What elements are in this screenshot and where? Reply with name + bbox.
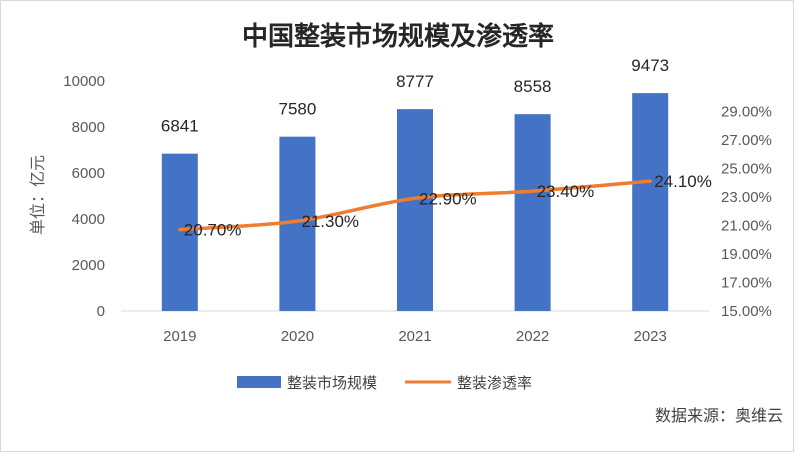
left-tick-label: 6000 bbox=[72, 165, 105, 182]
legend-swatch-bar bbox=[237, 376, 281, 388]
x-axis-ticks: 2019 2020 2021 2022 2023 bbox=[163, 328, 667, 345]
x-tick-label: 2023 bbox=[634, 328, 667, 345]
line-data-label: 23.40% bbox=[537, 182, 595, 201]
right-tick-label: 29.00% bbox=[721, 103, 772, 120]
left-tick-label: 0 bbox=[97, 303, 105, 320]
left-tick-label: 2000 bbox=[72, 257, 105, 274]
y-axis-label-group: 单位：亿元 bbox=[28, 155, 47, 235]
right-tick-label: 23.00% bbox=[721, 189, 772, 206]
bar bbox=[632, 93, 669, 311]
line-data-labels: 20.70% 21.30% 22.90% 23.40% 24.10% bbox=[184, 172, 712, 240]
line-data-label: 20.70% bbox=[184, 221, 242, 240]
x-tick-label: 2020 bbox=[281, 328, 314, 345]
right-tick-label: 25.00% bbox=[721, 160, 772, 177]
right-tick-label: 21.00% bbox=[721, 217, 772, 234]
legend-label-line: 整装渗透率 bbox=[457, 374, 532, 392]
x-tick-label: 2019 bbox=[163, 328, 196, 345]
right-tick-label: 27.00% bbox=[721, 132, 772, 149]
bar-data-label: 8558 bbox=[514, 77, 552, 96]
line-series bbox=[178, 179, 652, 232]
right-tick-label: 17.00% bbox=[721, 274, 772, 291]
left-tick-label: 8000 bbox=[72, 119, 105, 136]
left-tick-label: 4000 bbox=[72, 211, 105, 228]
bar-data-label: 7580 bbox=[278, 100, 316, 119]
left-axis-ticks: 0 2000 4000 6000 8000 10000 bbox=[63, 73, 105, 320]
line-data-label: 24.10% bbox=[654, 172, 712, 191]
bar bbox=[514, 114, 551, 311]
bar-data-label: 6841 bbox=[161, 117, 199, 136]
left-tick-label: 10000 bbox=[63, 73, 105, 90]
bar-series bbox=[161, 93, 669, 311]
bar bbox=[397, 109, 433, 311]
bar-data-labels: 6841 7580 8777 8558 9473 bbox=[161, 56, 669, 136]
source-note: 数据来源：奥维云 bbox=[655, 406, 783, 425]
bar bbox=[161, 153, 198, 311]
right-axis-ticks: 15.00% 17.00% 19.00% 21.00% 23.00% 25.00% 27.0… bbox=[721, 103, 772, 320]
penetration-line bbox=[178, 179, 652, 232]
bar-data-label: 9473 bbox=[631, 56, 669, 75]
right-tick-label: 15.00% bbox=[721, 303, 772, 320]
x-tick-label: 2021 bbox=[398, 328, 431, 345]
bar-data-label: 8777 bbox=[396, 72, 434, 91]
line-data-label: 21.30% bbox=[301, 212, 359, 231]
legend-label-bar: 整装市场规模 bbox=[287, 374, 377, 392]
chart-title: 中国整装市场规模及渗透率 bbox=[242, 21, 554, 52]
x-tick-label: 2022 bbox=[516, 328, 549, 345]
line-data-label: 22.90% bbox=[419, 189, 477, 208]
legend: 整装市场规模 整装渗透率 bbox=[237, 374, 532, 392]
right-tick-label: 19.00% bbox=[721, 246, 772, 263]
y-axis-label: 单位：亿元 bbox=[28, 155, 47, 235]
